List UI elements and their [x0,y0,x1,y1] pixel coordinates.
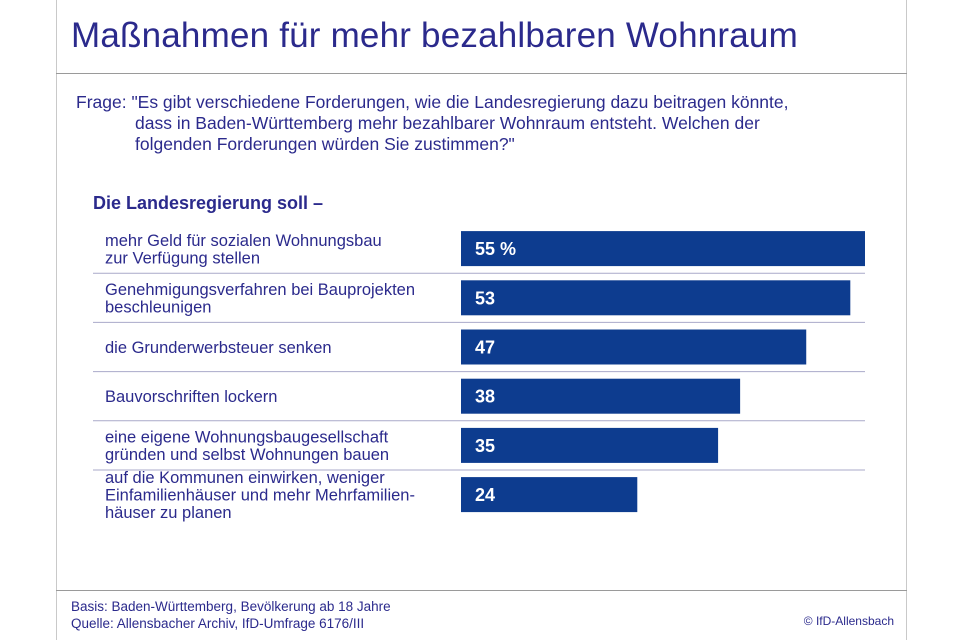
chart-frame [56,0,907,640]
bar [461,477,638,513]
question-line: folgenden Forderungen würden Sie zustimm… [135,134,515,154]
bar [461,427,719,463]
category-label: Bauvorschriften lockern [105,388,277,406]
bar-value-label: 53 [475,288,495,308]
chart-heading: Die Landesregierung soll – [93,193,324,213]
bar-value-label: 38 [475,387,495,407]
bar [461,280,851,316]
category-label-line: Genehmigungsverfahren bei Bauprojekten [105,281,415,299]
bar-value-label: 47 [475,338,495,358]
category-label: Genehmigungsverfahren bei Bauprojekten be… [105,281,415,317]
bar [461,378,741,414]
category-label-line: Einfamilienhäuser und mehr Mehrfamilien- [105,487,415,505]
category-label-line: beschleunigen [105,299,211,317]
category-label-line: mehr Geld für sozialen Wohnungsbau [105,232,382,250]
question-line: Frage: "Es gibt verschiedene Forderungen… [76,92,789,112]
bar-value-label: 35 [475,436,495,456]
category-label: die Grunderwerbsteuer senken [105,339,332,357]
copyright: © IfD-Allensbach [803,614,894,628]
category-label-line: eine eigene Wohnungsbaugesellschaft [105,429,389,447]
category-label-line: zur Verfügung stellen [105,249,260,267]
bar-value-label: 24 [475,485,495,505]
survey-question: Frage: "Es gibt verschiedene Forderungen… [76,92,789,155]
category-label: auf die Kommunen einwirken, weniger Einfa… [105,469,415,522]
bar [461,329,807,365]
category-label: mehr Geld für sozialen Wohnungsbau zur Ve… [105,232,382,268]
question-line: dass in Baden-Württemberg mehr bezahlbar… [135,113,760,133]
bar [461,231,865,267]
bar-value-label: 55 % [475,239,516,259]
footer-notes: Basis: Baden-Württemberg, Bevölkerung ab… [71,598,391,632]
category-label-line: Bauvorschriften lockern [105,388,277,406]
footer-divider [56,590,907,591]
footer-source: Quelle: Allensbacher Archiv, IfD-Umfrage… [71,616,365,631]
title-divider [56,73,907,74]
category-label: eine eigene Wohnungsbaugesellschaft gründ… [105,429,389,465]
category-label-line: die Grunderwerbsteuer senken [105,339,332,357]
page-title: Maßnahmen für mehr bezahlbaren Wohnraum [71,16,798,55]
category-label-line: häuser zu planen [105,504,232,522]
category-label-line: gründen und selbst Wohnungen bauen [105,446,389,464]
category-label-line: auf die Kommunen einwirken, weniger [105,469,385,487]
footer-basis: Basis: Baden-Württemberg, Bevölkerung ab… [71,599,391,614]
